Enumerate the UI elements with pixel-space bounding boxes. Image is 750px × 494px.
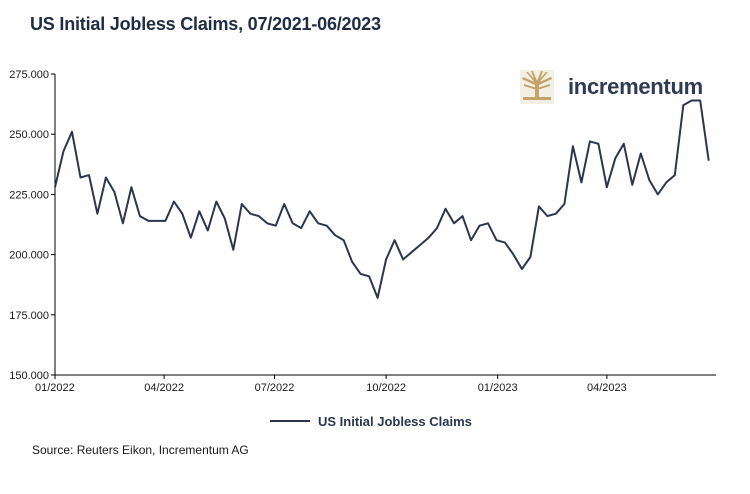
x-ticks: 01/2022 04/2022 07/2022 10/2022 01/2023 04/20…: [35, 375, 627, 394]
legend-label: US Initial Jobless Claims: [318, 413, 472, 429]
x-tick-label: 01/2023: [478, 382, 518, 394]
y-ticks: 150.000 175.000 200.000 225.000 250.000 275.0…: [9, 69, 55, 382]
tree-icon: [520, 70, 554, 104]
y-tick-label: 275.000: [9, 69, 49, 81]
chart-legend: US Initial Jobless Claims: [270, 411, 472, 431]
x-tick-label: 04/2022: [144, 382, 184, 394]
y-tick-label: 225.000: [9, 189, 49, 201]
y-tick-label: 200.000: [9, 250, 49, 262]
y-tick-label: 150.000: [9, 370, 49, 382]
series-line: [54, 99, 710, 299]
x-tick-label: 10/2022: [366, 382, 406, 394]
legend-swatch: [270, 420, 310, 422]
y-tick-label: 175.000: [9, 310, 49, 322]
x-tick-label: 04/2023: [587, 382, 627, 394]
x-tick-label: 07/2022: [255, 382, 295, 394]
incrementum-logo: incrementum: [520, 70, 703, 104]
source-note: Source: Reuters Eikon, Incrementum AG: [32, 443, 249, 457]
chart-title: US Initial Jobless Claims, 07/2021-06/20…: [30, 14, 381, 34]
logo-text: incrementum: [568, 74, 703, 99]
y-tick-label: 250.000: [9, 129, 49, 141]
x-tick-label: 01/2022: [35, 382, 75, 394]
